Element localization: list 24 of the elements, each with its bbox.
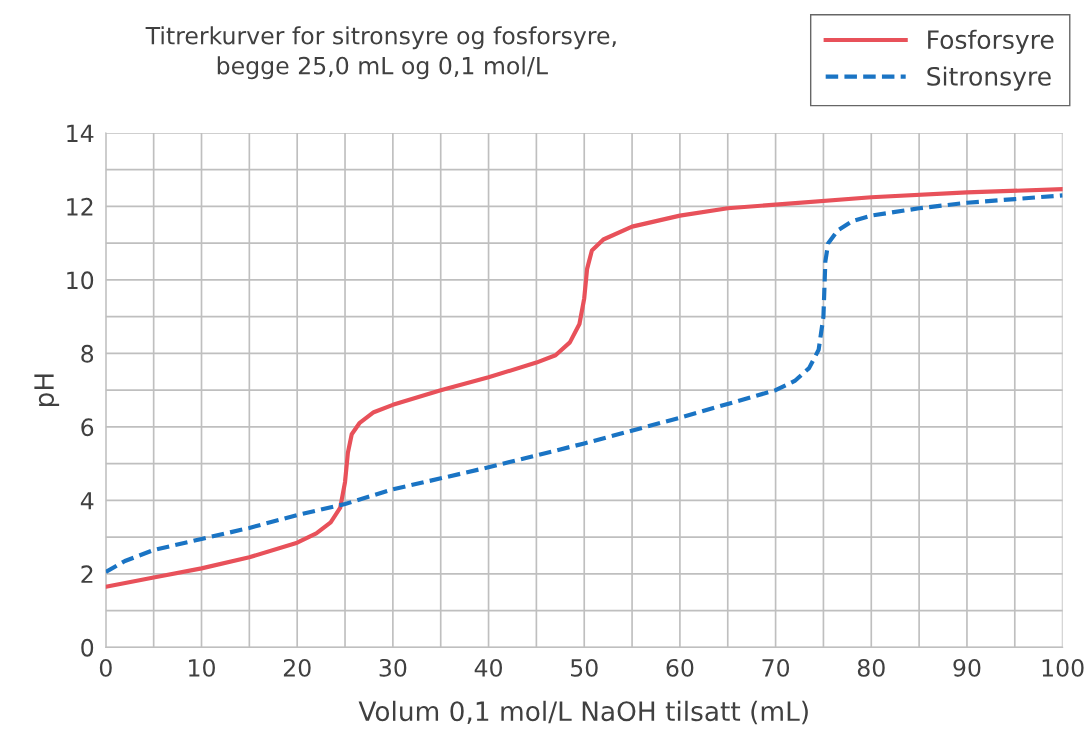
x-tick-label: 90 <box>953 658 981 677</box>
y-tick-label: 2 <box>81 565 93 583</box>
x-tick-label: 30 <box>379 658 407 677</box>
y-tick-label: 0 <box>81 638 94 657</box>
x-tick-label: 50 <box>571 658 598 677</box>
y-axis-title: pH <box>34 374 60 407</box>
x-tick-label: 60 <box>666 658 694 677</box>
y-tick-label: 14 <box>67 124 94 142</box>
x-tick-label: 80 <box>857 658 885 677</box>
y-tick-label: 12 <box>67 197 93 216</box>
x-tick-label: 10 <box>189 658 215 677</box>
x-tick-label: 40 <box>474 658 502 677</box>
y-tick-label: 4 <box>80 492 94 510</box>
y-tick-label: 10 <box>67 271 94 290</box>
chart-title: Titrerkurver for sitronsyre og fosforsyre, begge 25,0 mL og 0,1 mol/L <box>145 26 616 80</box>
y-tick-label: 8 <box>81 344 94 363</box>
legend-label: Fosforsyre <box>928 29 1054 54</box>
y-tick-label: 6 <box>81 418 94 437</box>
x-tick-label: 100 <box>1042 658 1084 677</box>
x-tick-label: 0 <box>99 658 112 677</box>
x-axis-title: Volum 0,1 mol/L NaOH tilsatt (mL) <box>358 700 808 725</box>
x-tick-label: 70 <box>762 658 790 677</box>
x-tick-label: 20 <box>283 658 311 677</box>
legend-label: Sitronsyre <box>927 66 1051 91</box>
